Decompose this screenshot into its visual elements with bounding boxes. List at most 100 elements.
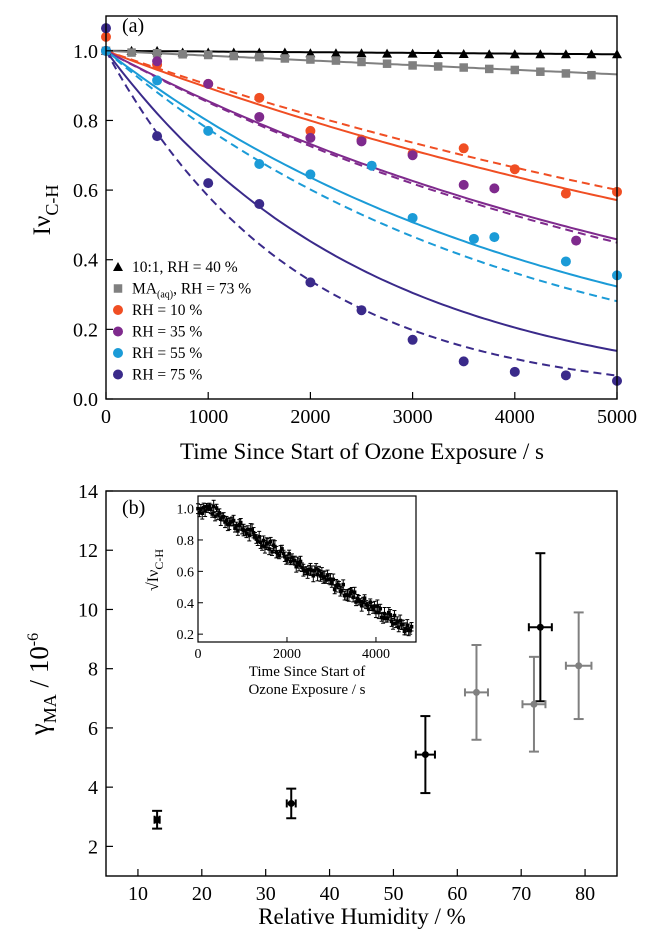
inset-marker [358, 600, 363, 604]
panel-a-data-point [331, 56, 341, 65]
panel-a-data-point [535, 49, 546, 59]
panel-a-fit-solid-line [105, 50, 618, 288]
panel-a-data-point [203, 78, 214, 89]
legend-entry: RH = 55 % [132, 345, 202, 362]
inset-marker [388, 613, 392, 617]
inset-marker [391, 622, 395, 626]
inset-marker [297, 562, 301, 567]
panel-a-data-point [489, 232, 500, 243]
inset-marker [365, 603, 370, 608]
panel-b: 10 20 30 40 50 60 70 80 2 4 6 8 10 12 14 (b) Relative … [24, 481, 618, 929]
panel-b-data-point [527, 552, 553, 703]
panel-a-data-point [561, 69, 571, 78]
inset-marker [295, 560, 300, 565]
panel-b-x-tick-label: 50 [383, 883, 403, 905]
panel-a-y-tick-label: 0.4 [73, 250, 98, 272]
panel-a-data-point [305, 169, 316, 180]
inset-marker [339, 589, 344, 593]
inset-marker [330, 580, 334, 585]
panel-a-data-point [178, 50, 187, 59]
inset-marker [293, 558, 297, 563]
inset-marker [359, 603, 364, 608]
inset-marker [352, 590, 357, 595]
panel-a-data-point [484, 49, 495, 59]
inset-marker [218, 517, 223, 522]
inset-marker [320, 571, 324, 576]
panel-a-data-point [407, 334, 418, 345]
panel-a-data-point [459, 63, 468, 72]
panel-a-data-point [152, 75, 163, 86]
panel-a-data-point [152, 56, 163, 67]
inset-marker [213, 514, 217, 519]
inset-data-point [378, 603, 383, 614]
panel-a-data-point [382, 48, 393, 58]
panel-a-data-point [356, 48, 367, 58]
panel-a-data-point [330, 48, 341, 58]
panel-a-data-point [458, 356, 469, 367]
panel-b-y-tick-label: 10 [78, 599, 98, 621]
inset-marker [305, 571, 310, 576]
panel-a-data-point [203, 50, 213, 60]
panel-a-data-point [152, 131, 163, 142]
inset-marker [402, 629, 407, 634]
panel-b-x-tick-label: 30 [256, 883, 276, 905]
inset-marker [246, 527, 250, 532]
inset-marker [281, 551, 286, 556]
panel-a-y-tick-label: 0.2 [73, 319, 98, 341]
inset-marker [216, 512, 220, 517]
inset-marker [310, 568, 314, 573]
inset-marker [385, 616, 390, 621]
panel-b-data-point [414, 715, 436, 795]
inset-marker [328, 577, 333, 581]
panel-a-data-point [229, 51, 238, 61]
inset-marker [389, 619, 394, 624]
panel-a-data-point [509, 49, 520, 59]
inset-y-tick-label: 0.4 [177, 597, 195, 612]
panel-a-data-point [433, 62, 443, 71]
panel-a-data-point [536, 67, 545, 76]
panel-a-data-point [489, 183, 500, 194]
inset-marker [233, 526, 237, 531]
inset-marker [237, 523, 242, 527]
panel-a-data-point [305, 125, 316, 136]
legend-marker [113, 326, 123, 337]
inset-marker [377, 610, 381, 615]
panel-b-y-tick-label: 6 [88, 718, 98, 740]
panel-a-data-point [509, 366, 520, 377]
panel-a: 0 1000 2000 3000 4000 50000.00.20.40.60.81.0 … [29, 15, 637, 464]
panel-b-data-point [564, 611, 593, 721]
inset-marker [257, 535, 262, 539]
panel-a-data-point [356, 136, 367, 147]
inset-marker [318, 574, 323, 578]
panel-a-x-tick-label: 4000 [495, 406, 535, 428]
inset-marker [287, 551, 291, 556]
legend-marker [113, 348, 123, 358]
panel-a-data-point [255, 52, 264, 62]
panel-a-data-point [305, 277, 316, 288]
inset-marker [250, 528, 254, 532]
panel-a-y-axis-label: IνC-H [29, 185, 62, 236]
inset-marker [244, 531, 249, 536]
inset-y-tick-label: 0.6 [177, 565, 195, 580]
marker [536, 623, 544, 631]
panel-b-data-point [521, 655, 547, 753]
inset-x-tick-label: 0 [195, 647, 202, 662]
panel-a-data-point [305, 132, 316, 143]
panel-a-data-point [458, 48, 469, 58]
inset-marker [283, 554, 287, 559]
panel-a-data-point [382, 59, 392, 68]
panel-a-data-point [408, 61, 417, 70]
inset-marker [200, 511, 205, 515]
inset-marker [254, 537, 259, 541]
panel-b-x-tick-label: 70 [511, 883, 531, 905]
panel-a-data-point [586, 49, 597, 59]
panel-b-x-tick-label: 20 [192, 883, 212, 905]
marker [421, 751, 429, 759]
panel-a-data-point [203, 125, 214, 136]
inset-marker [247, 533, 252, 538]
panel-a-x-tick-label: 1000 [188, 406, 228, 428]
inset-marker [268, 539, 273, 544]
panel-a-data-point [407, 212, 418, 223]
panel-a-data-point [560, 49, 571, 59]
